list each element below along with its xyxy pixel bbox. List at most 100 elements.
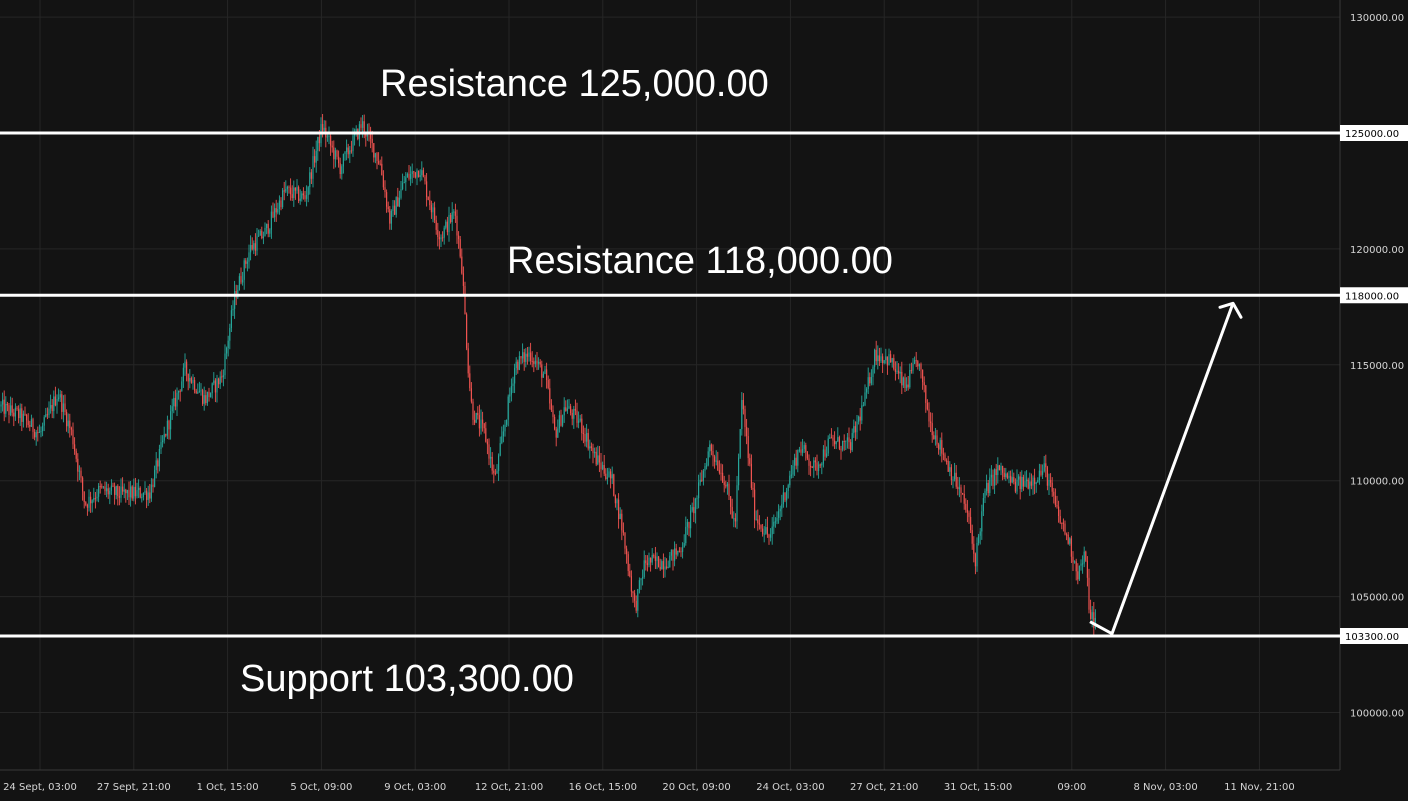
- candle-body: [50, 405, 52, 409]
- candle-body: [290, 187, 292, 195]
- candle-body: [131, 486, 133, 499]
- candle-body: [456, 215, 458, 236]
- candle-body: [699, 479, 701, 483]
- candle-body: [1026, 479, 1028, 482]
- candle-body: [986, 482, 988, 491]
- candle-body: [536, 360, 538, 364]
- candle-body: [973, 543, 975, 554]
- candle-body: [174, 397, 176, 407]
- candle-body: [829, 437, 831, 439]
- candle-body: [1008, 475, 1010, 478]
- candle-body: [19, 408, 21, 419]
- candle-body: [642, 576, 644, 579]
- candle-body: [563, 407, 565, 416]
- resistance-125000-annotation: Resistance 125,000.00: [380, 63, 769, 105]
- candle-body: [958, 487, 960, 490]
- candle-body: [315, 150, 317, 163]
- candle-body: [118, 496, 120, 498]
- candle-body: [557, 428, 559, 438]
- candle-body: [630, 576, 632, 592]
- candle-body: [82, 477, 84, 492]
- candle-body: [1093, 612, 1095, 628]
- candle-body: [1072, 556, 1074, 563]
- candle-body: [896, 370, 898, 372]
- candle-body: [16, 407, 18, 410]
- candle-body: [582, 433, 584, 435]
- candle-body: [954, 472, 956, 480]
- candle-body: [770, 534, 772, 538]
- candle-body: [206, 391, 208, 404]
- candle-body: [558, 415, 560, 429]
- candle-body: [24, 413, 26, 415]
- candle-body: [890, 354, 892, 363]
- candle-body: [573, 408, 575, 419]
- candle-body: [1034, 477, 1036, 484]
- candle-body: [37, 432, 39, 434]
- candle-body: [360, 124, 362, 128]
- candle-body: [195, 390, 197, 393]
- x-tick-label: 12 Oct, 21:00: [475, 782, 543, 793]
- candle-body: [136, 490, 138, 497]
- candle-body: [264, 227, 266, 237]
- candle-body: [709, 444, 711, 452]
- candle-body: [638, 580, 640, 589]
- candle-body: [216, 378, 218, 393]
- x-tick-label: 5 Oct, 09:00: [290, 782, 352, 793]
- candle-body: [752, 487, 754, 490]
- candle-body: [586, 433, 588, 442]
- candle-body: [765, 527, 767, 534]
- candle-body: [406, 173, 408, 178]
- candle-body: [1045, 463, 1047, 468]
- candle-body: [432, 207, 434, 213]
- candle-body: [467, 348, 469, 374]
- candle-body: [762, 528, 764, 534]
- candle-body: [438, 237, 440, 240]
- candle-body: [61, 394, 63, 412]
- candle-body: [11, 405, 13, 413]
- candle-body: [664, 566, 666, 570]
- candle-body: [1019, 476, 1021, 490]
- candle-body: [14, 407, 16, 417]
- candle-body: [746, 426, 748, 437]
- candle-body: [3, 399, 5, 414]
- candle-body: [493, 470, 495, 474]
- resistance-118000-annotation: Resistance 118,000.00: [507, 240, 893, 282]
- candle-body: [538, 361, 540, 364]
- candle-body: [827, 438, 829, 454]
- candle-body: [797, 450, 799, 466]
- candle-body: [936, 435, 938, 445]
- candle-body: [277, 208, 279, 213]
- candle-body: [816, 462, 818, 471]
- candle-body: [1048, 480, 1050, 486]
- candle-body: [363, 121, 365, 134]
- candle-body: [968, 512, 970, 517]
- candle-body: [157, 460, 159, 467]
- candle-body: [390, 210, 392, 224]
- candle-body: [374, 153, 376, 158]
- candle-body: [768, 534, 770, 538]
- candle-body: [934, 435, 936, 440]
- candle-body: [126, 490, 128, 494]
- candle-body: [376, 153, 378, 161]
- candle-body: [786, 490, 788, 501]
- candle-body: [824, 449, 826, 457]
- candle-body: [1080, 563, 1082, 566]
- candle-body: [970, 516, 972, 531]
- candle-body: [261, 230, 263, 239]
- candle-body: [677, 550, 679, 555]
- candle-body: [8, 405, 10, 416]
- x-tick-label: 09:00: [1057, 782, 1086, 793]
- candle-body: [475, 412, 477, 423]
- candle-body: [1077, 571, 1079, 580]
- candle-body: [514, 368, 516, 384]
- grid-lines: [0, 0, 1340, 770]
- candle-body: [626, 548, 628, 555]
- candle-body: [602, 465, 604, 470]
- candle-body: [109, 490, 111, 495]
- candle-body: [597, 455, 599, 465]
- candle-body: [1003, 472, 1005, 477]
- candle-body: [1086, 560, 1088, 578]
- candle-body: [90, 496, 92, 504]
- candle-body: [414, 172, 416, 178]
- candle-body: [288, 186, 290, 188]
